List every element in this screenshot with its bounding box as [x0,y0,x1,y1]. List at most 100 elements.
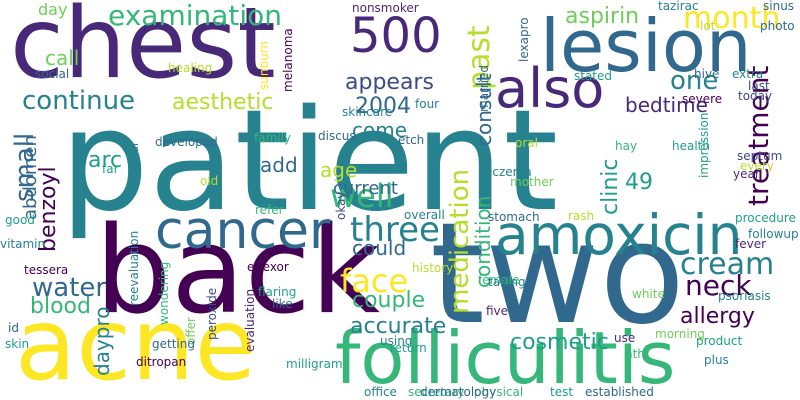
cloud-word: face [340,262,409,300]
cloud-word: 49 [625,170,653,195]
cloud-word: come [352,118,408,142]
cloud-word: one [670,66,719,96]
cloud-word: cream [680,247,775,282]
cloud-word: medication [445,168,475,314]
cloud-word: neck [685,269,752,302]
cloud-word: impression [697,112,711,178]
cloud-word: far [102,162,119,176]
cloud-word: nonsmoker [352,1,419,15]
cloud-word: facial [127,142,141,175]
cloud-word: social [35,67,70,81]
cloud-word: eczema [485,165,532,179]
cloud-word: age [320,158,358,182]
cloud-word: accurate [350,314,447,339]
cloud-word: nth [625,347,645,361]
cloud-word: taking [488,275,526,289]
cloud-word: couple [352,288,426,313]
cloud-word: good [5,213,35,227]
cloud-word: day [38,0,68,19]
cloud-word: evaluation [243,288,257,352]
cloud-word: history [412,261,454,275]
cloud-word: taziraс [658,0,699,13]
cloud-word: white [632,287,665,301]
cloud-word: stated [574,69,613,83]
cloud-word: clinic [598,158,623,215]
cloud-word: 500 [350,8,442,64]
cloud-word: folliculitis [335,316,676,400]
cloud-word: use [614,331,636,345]
cloud-word: aesthetic [172,90,274,115]
cloud-word: year [733,167,760,181]
cloud-word: getting [152,337,195,351]
cloud-word: rash [568,209,595,223]
cloud-word: developed [155,135,218,149]
cloud-word: ditropan [136,355,187,369]
cloud-word: secretary [408,385,465,399]
cloud-word: test [550,385,574,399]
cloud-word: health [672,139,710,153]
cloud-word: add [260,153,298,177]
cloud-word: five [486,304,509,318]
cloud-word: flaring [258,285,297,299]
cloud-word: hive [694,67,720,81]
cloud-word: appears [345,70,434,95]
cloud-word: sunburn [257,40,271,90]
cloud-word: oral [515,136,538,150]
cloud-word: reevaluation [127,230,141,306]
cloud-word: vitamin [0,237,46,251]
cloud-word: acne [15,286,257,400]
cloud-word: 2004 [355,94,411,119]
cloud-word: plus [704,353,729,367]
cloud-word: current [333,178,398,199]
cloud-word: also [495,57,605,120]
cloud-word: id [8,321,19,335]
cloud-word: old [200,174,219,188]
cloud-word: allergy [680,304,755,329]
cloud-word: four [415,97,440,111]
cloud-word: two [430,193,686,356]
cloud-word: okay [334,191,348,220]
cloud-word: return [390,341,427,355]
cloud-word: patient [60,80,559,243]
cloud-word: three [350,210,440,250]
cloud-word: photo [760,19,795,33]
cloud-word: morning [655,327,705,341]
cloud-word: overall [404,208,445,222]
cloud-word: skin [5,337,30,351]
cloud-word: effexor [247,260,289,274]
cloud-word: fever [735,237,767,251]
cloud-word: cosmetic [510,330,609,355]
cloud-word: product [696,334,743,348]
cloud-word: amoxicin [495,203,743,267]
cloud-word: extra [732,67,764,81]
cloud-word: followup [748,227,799,241]
cloud-word: daypro [90,306,114,376]
cloud-word: could [352,236,407,260]
cloud-word: established [585,385,654,399]
cloud-word: lesion [540,4,752,88]
cloud-word: melanoma [281,28,295,92]
cloud-word: wondering [157,261,171,325]
cloud-word: chest [10,0,276,101]
cloud-word: septum [737,149,783,163]
cloud-word: water [32,273,107,303]
cloud-word: office [364,385,397,399]
cloud-word: examination [108,0,283,32]
cloud-word: cancer [155,201,331,261]
cloud-word: like [272,297,293,311]
cloud-word: bedtime [625,93,708,117]
cloud-word: small [10,132,40,202]
cloud-word: well [330,177,394,215]
cloud-word: peroxide [205,287,219,340]
cloud-word: arc [88,148,123,173]
cloud-word: lexapro [517,17,531,62]
cloud-word: month [683,1,781,36]
cloud-word: etch [398,133,425,147]
cloud-word: healing [168,61,213,75]
cloud-word: every [740,159,774,173]
cloud-word: skincare [342,105,393,119]
cloud-word: lot [700,19,716,33]
cloud-word: mother [510,175,554,189]
cloud-word: sinus [763,0,795,13]
